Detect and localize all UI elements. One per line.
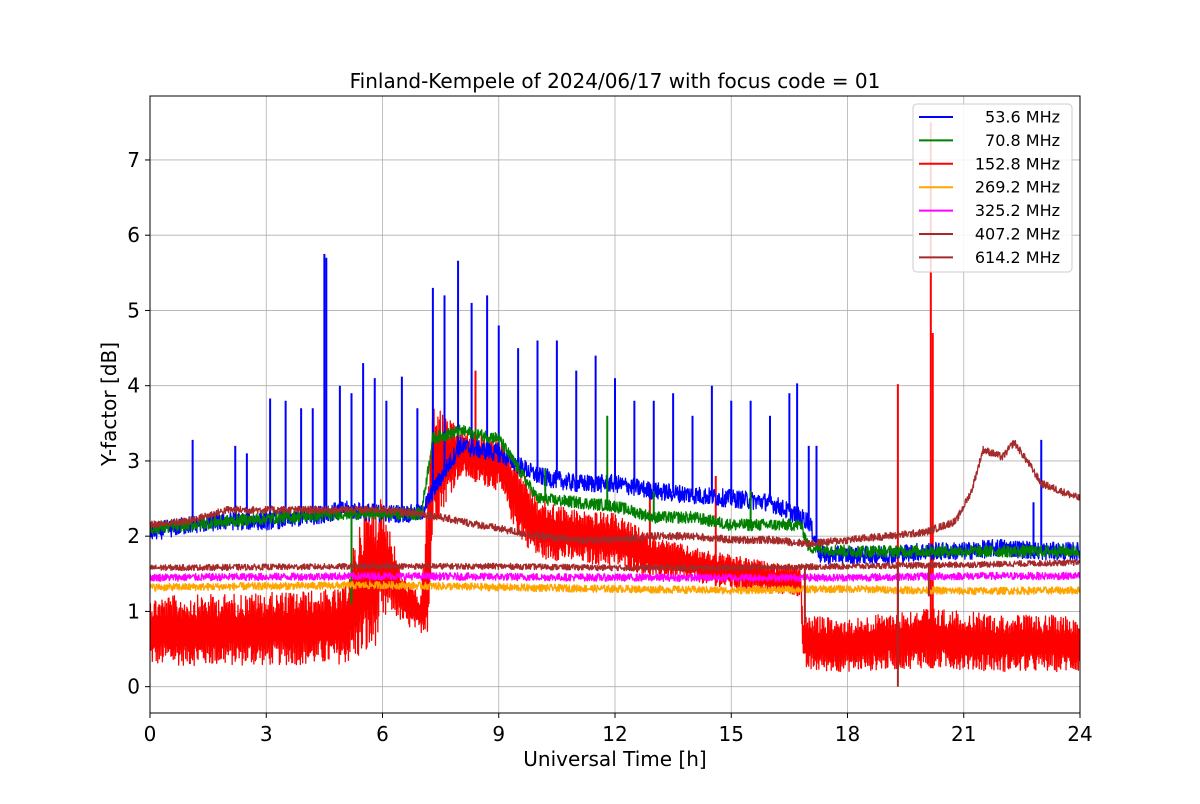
y-axis-label: Y-factor [dB] xyxy=(97,342,121,467)
x-tick-label: 21 xyxy=(951,722,976,746)
legend-label: 152.8 MHz xyxy=(975,154,1060,173)
legend-label: 269.2 MHz xyxy=(975,178,1060,197)
y-tick-label: 6 xyxy=(127,223,140,247)
series-line xyxy=(150,580,1080,596)
x-tick-label: 9 xyxy=(492,722,505,746)
series-layer xyxy=(150,122,1080,687)
y-tick-label: 4 xyxy=(127,374,140,398)
x-tick-label: 6 xyxy=(376,722,389,746)
x-tick-label: 3 xyxy=(260,722,273,746)
y-tick-label: 2 xyxy=(127,524,140,548)
y-tick-label: 7 xyxy=(127,148,140,172)
y-tick-label: 0 xyxy=(127,675,140,699)
series-line xyxy=(150,424,1080,558)
legend: 53.6 MHz 70.8 MHz 152.8 MHz 269.2 MHz 325.2 … xyxy=(912,103,1073,273)
legend-label: 325.2 MHz xyxy=(975,201,1060,220)
legend-box xyxy=(912,103,1073,273)
x-tick-label: 24 xyxy=(1067,722,1092,746)
x-tick-label: 18 xyxy=(835,722,860,746)
series-line xyxy=(150,439,1080,548)
chart-title: Finland-Kempele of 2024/06/17 with focus… xyxy=(350,69,881,93)
y-tick-label: 5 xyxy=(127,298,140,322)
y-tick-label: 1 xyxy=(127,599,140,623)
legend-label: 614.2 MHz xyxy=(975,248,1060,267)
series-line xyxy=(150,408,1080,673)
x-tick-label: 12 xyxy=(602,722,627,746)
legend-label: 407.2 MHz xyxy=(975,225,1060,244)
x-tick-label: 0 xyxy=(144,722,157,746)
legend-label: 53.6 MHz xyxy=(985,108,1060,127)
x-axis-label: Universal Time [h] xyxy=(523,747,706,771)
x-tick-label: 15 xyxy=(719,722,744,746)
series-line xyxy=(150,571,1080,582)
y-tick-label: 3 xyxy=(127,449,140,473)
legend-label: 70.8 MHz xyxy=(985,131,1060,150)
series-line xyxy=(150,559,1080,572)
